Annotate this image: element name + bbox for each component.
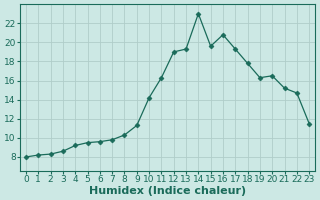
X-axis label: Humidex (Indice chaleur): Humidex (Indice chaleur) — [89, 186, 246, 196]
